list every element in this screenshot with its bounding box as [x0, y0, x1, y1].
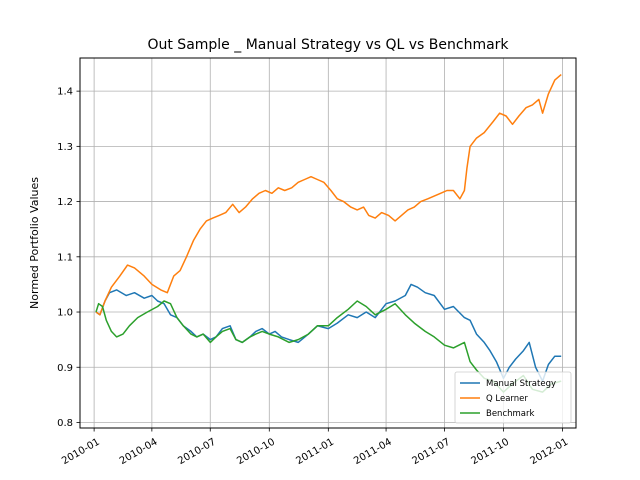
x-tick-label: 2011-10 [469, 437, 511, 467]
y-tick-label: 1.0 [57, 308, 73, 319]
x-tick-label: 2010-04 [118, 437, 160, 467]
series-line-benchmark [95, 300, 562, 393]
grid [80, 58, 576, 428]
y-axis: 0.8 0.9 1.0 1.1 1.2 1.3 1.4 [57, 87, 80, 429]
y-tick-label: 0.9 [57, 363, 73, 374]
legend-label: Q Learner [486, 394, 528, 404]
y-tick-label: 1.3 [57, 142, 73, 153]
series-line-q-learner [95, 74, 562, 316]
x-tick-label: 2010-07 [176, 437, 218, 467]
x-tick-label: 2011-01 [294, 437, 336, 467]
x-tick-label: 2011-07 [410, 437, 452, 467]
y-axis-label: Normed Portfolio Values [28, 177, 41, 309]
legend-label: Benchmark [486, 409, 534, 419]
y-tick-label: 1.2 [57, 197, 73, 208]
x-tick-label: 2010-10 [235, 437, 277, 467]
x-tick-label: 2011-04 [352, 437, 394, 467]
legend-box [454, 371, 572, 424]
legend: Manual Strategy Q Learner Benchmark [454, 371, 572, 424]
x-tick-label: 2012-01 [529, 437, 571, 467]
y-tick-label: 1.1 [57, 252, 73, 263]
y-tick-label: 1.4 [57, 87, 73, 98]
x-tick-label: 2010-01 [60, 437, 102, 467]
x-axis: 2010-01 2010-04 2010-07 2010-10 2011-01 2011-… [60, 428, 570, 467]
y-tick-label: 0.8 [57, 418, 73, 429]
chart-title: Out Sample _ Manual Strategy vs QL vs Be… [147, 37, 509, 53]
legend-label: Manual Strategy [486, 379, 556, 389]
plot-lines [95, 74, 562, 393]
